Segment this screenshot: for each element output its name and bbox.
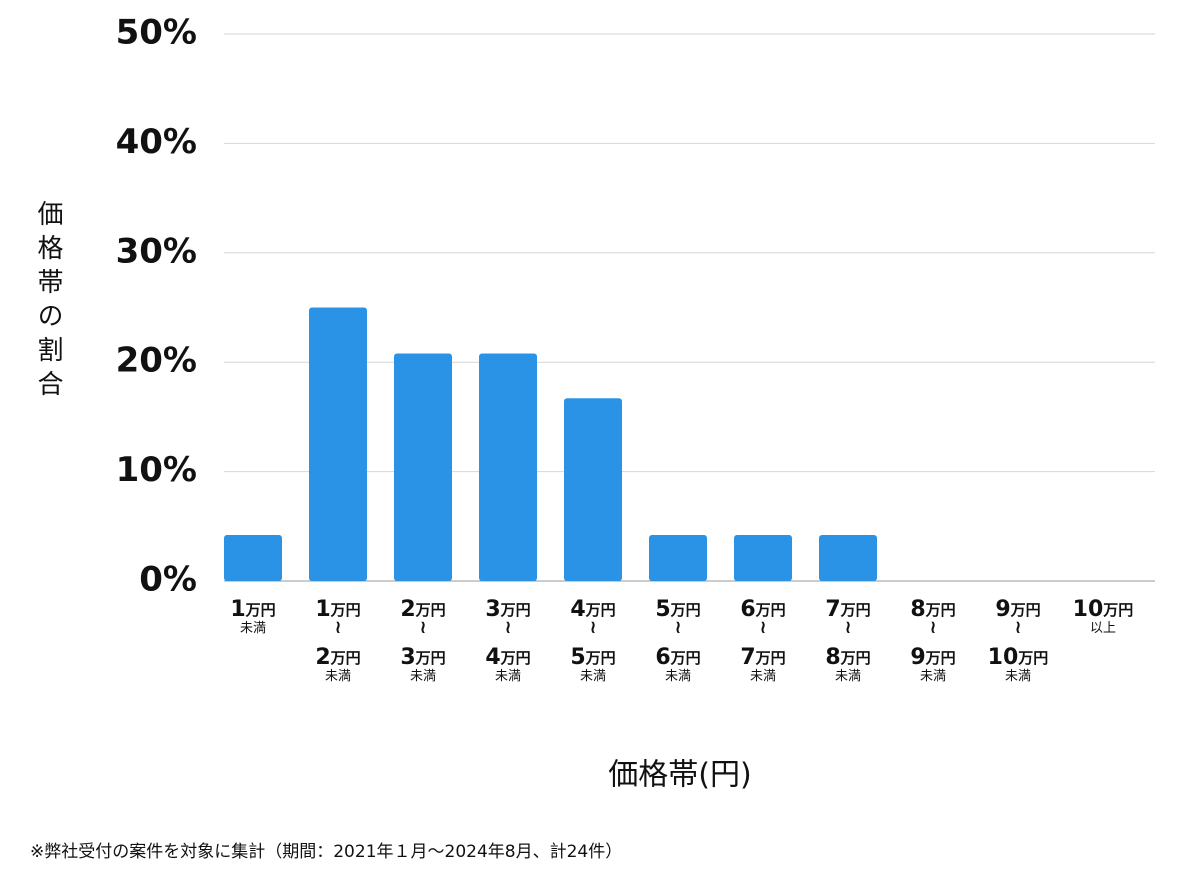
x-tick-label: 7万円≀ 8万円未満 (825, 597, 870, 684)
bar (819, 535, 877, 581)
x-tick-label: 9万円≀ 10万円未満 (988, 597, 1049, 684)
x-tick-label: 6万円≀ 7万円未満 (740, 597, 785, 684)
bar (649, 535, 707, 581)
x-tick-label: 5万円≀ 6万円未満 (655, 597, 700, 684)
y-tick-label: 30% (116, 231, 197, 271)
bar (734, 535, 792, 581)
bar (479, 353, 537, 581)
y-axis-label: 価格帯の割合 (33, 200, 63, 404)
bar (309, 307, 367, 581)
bar (394, 353, 452, 581)
y-tick-label: 50% (116, 13, 197, 53)
y-tick-label: 0% (139, 560, 197, 600)
footnote: ※弊社受付の案件を対象に集計（期間：2021年１月～2024年8月、計24件） (30, 842, 622, 862)
x-axis-label: 価格帯(円) (608, 758, 751, 793)
x-tick-label: 1万円未満 (230, 597, 275, 636)
x-tick-label: 10万円以上 (1073, 597, 1134, 636)
x-tick-label: 1万円≀ 2万円未満 (315, 597, 360, 684)
bar (564, 398, 622, 581)
x-tick-label: 8万円≀ 9万円未満 (910, 597, 955, 684)
y-tick-label: 20% (116, 341, 197, 381)
y-tick-label: 10% (116, 450, 197, 490)
x-tick-label: 3万円≀ 4万円未満 (485, 597, 530, 684)
x-tick-label: 2万円≀ 3万円未満 (400, 597, 445, 684)
bar (224, 535, 282, 581)
x-tick-label: 4万円≀ 5万円未満 (570, 597, 615, 684)
y-tick-label: 40% (116, 122, 197, 162)
